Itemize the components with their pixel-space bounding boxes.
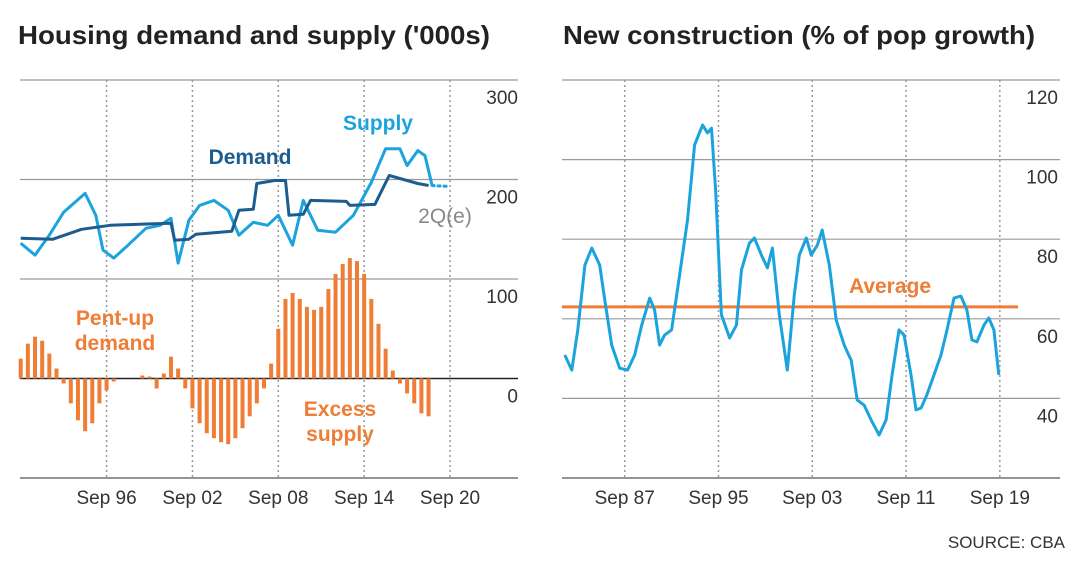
y-tick-label: 100 bbox=[1026, 168, 1058, 189]
bar bbox=[304, 306, 309, 379]
bar bbox=[18, 358, 23, 379]
bar bbox=[247, 378, 252, 417]
x-tick-label: Sep 19 bbox=[970, 488, 1030, 509]
x-tick-label: Sep 20 bbox=[420, 488, 480, 509]
bar bbox=[75, 378, 80, 421]
bar bbox=[276, 328, 281, 379]
bar bbox=[240, 378, 245, 429]
x-tick-label: Sep 87 bbox=[595, 488, 655, 509]
y-tick-label: 0 bbox=[507, 387, 518, 408]
bar bbox=[47, 353, 52, 379]
bar bbox=[40, 340, 45, 379]
bar bbox=[104, 378, 109, 391]
bar bbox=[269, 363, 274, 379]
bar bbox=[290, 292, 295, 379]
bar bbox=[211, 378, 216, 439]
bar bbox=[312, 309, 317, 379]
x-tick-label: Sep 02 bbox=[162, 488, 222, 509]
series-label: Demand bbox=[209, 146, 292, 169]
x-tick-label: Sep 08 bbox=[248, 488, 308, 509]
bar bbox=[376, 323, 381, 379]
x-tick-label: Sep 03 bbox=[782, 488, 842, 509]
series-label: Supply bbox=[343, 112, 413, 135]
y-tick-label: 80 bbox=[1037, 247, 1058, 268]
bar bbox=[347, 258, 352, 379]
y-tick-label: 300 bbox=[486, 88, 518, 109]
bar bbox=[61, 378, 66, 384]
bar bbox=[68, 378, 73, 404]
annotation: Excess supply bbox=[304, 398, 376, 446]
bar bbox=[283, 298, 288, 379]
series-label: 2Q(e) bbox=[418, 205, 472, 228]
bar bbox=[419, 378, 424, 414]
bar bbox=[97, 378, 102, 404]
bar bbox=[297, 298, 302, 379]
bar bbox=[261, 378, 266, 389]
chart-title: New construction (% of pop growth) bbox=[563, 20, 1035, 50]
bar bbox=[147, 376, 152, 379]
annotation: Pent-up demand bbox=[75, 307, 156, 355]
bar bbox=[383, 348, 388, 379]
bar bbox=[161, 373, 166, 379]
bar bbox=[197, 378, 202, 424]
bar bbox=[426, 378, 431, 417]
bar bbox=[140, 375, 145, 379]
bar bbox=[369, 298, 374, 379]
bar bbox=[362, 274, 367, 379]
bar bbox=[83, 378, 88, 432]
bar bbox=[405, 378, 410, 394]
bar bbox=[54, 368, 59, 379]
x-tick-label: Sep 11 bbox=[877, 488, 936, 509]
bar bbox=[154, 378, 159, 389]
bar bbox=[233, 378, 238, 439]
bar bbox=[25, 343, 30, 379]
bar bbox=[90, 378, 95, 424]
bar bbox=[176, 368, 181, 379]
bar bbox=[33, 336, 38, 379]
y-tick-label: 120 bbox=[1026, 88, 1058, 109]
bar bbox=[219, 378, 224, 443]
y-tick-label: 60 bbox=[1037, 327, 1058, 348]
bar bbox=[326, 288, 331, 379]
series-line bbox=[20, 174, 429, 242]
bar bbox=[183, 378, 188, 389]
bar bbox=[340, 264, 345, 379]
series-line bbox=[563, 123, 1001, 437]
bar bbox=[355, 261, 360, 379]
bar bbox=[390, 370, 395, 379]
bar bbox=[226, 378, 231, 445]
y-tick-label: 100 bbox=[486, 287, 518, 308]
bar bbox=[111, 378, 116, 382]
bar bbox=[412, 378, 417, 404]
bar bbox=[168, 356, 173, 379]
annotation-line: supply bbox=[306, 423, 374, 446]
x-tick-label: Sep 95 bbox=[688, 488, 748, 509]
annotation-line: Pent-up bbox=[76, 307, 154, 330]
x-tick-label: Sep 14 bbox=[334, 488, 395, 509]
bar bbox=[319, 306, 324, 379]
bar bbox=[190, 378, 195, 409]
reference-label: Average bbox=[849, 275, 931, 298]
x-tick-label: Sep 96 bbox=[76, 488, 136, 509]
annotation-line: demand bbox=[75, 332, 156, 355]
source: SOURCE: CBA bbox=[948, 533, 1066, 552]
y-tick-label: 200 bbox=[486, 188, 518, 209]
chart-title: Housing demand and supply ('000s) bbox=[18, 20, 490, 50]
bar bbox=[254, 378, 259, 404]
annotation-line: Excess bbox=[304, 398, 376, 421]
bar bbox=[204, 378, 209, 434]
bar bbox=[333, 274, 338, 379]
bar bbox=[397, 378, 402, 384]
y-tick-label: 40 bbox=[1037, 406, 1058, 427]
series-line bbox=[430, 184, 452, 188]
